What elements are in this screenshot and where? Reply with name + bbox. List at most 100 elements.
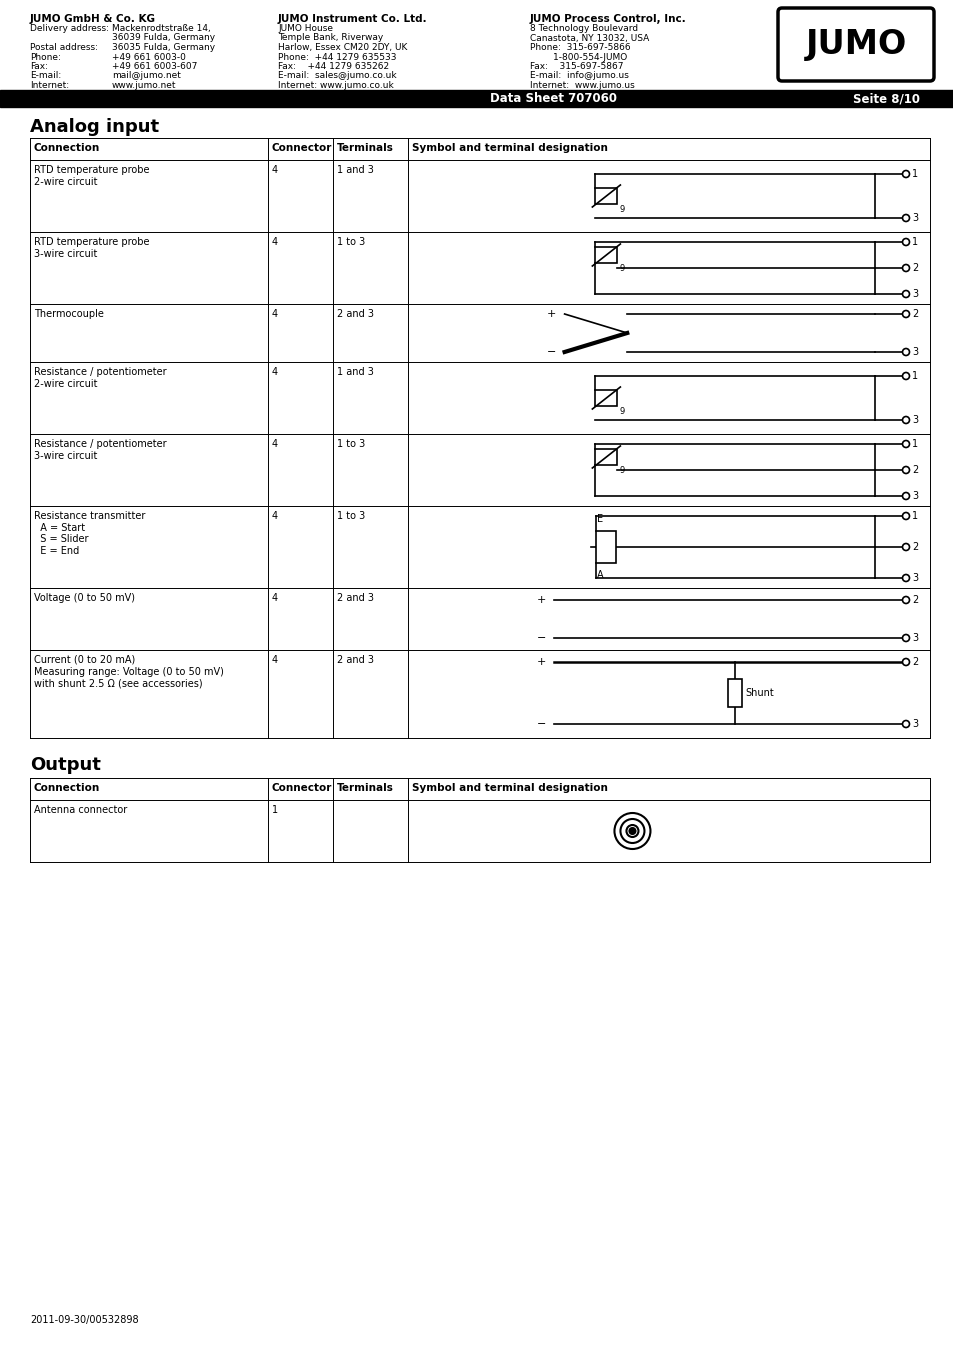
Text: Voltage (0 to 50 mV): Voltage (0 to 50 mV) <box>34 593 135 603</box>
Text: 2 and 3: 2 and 3 <box>336 655 374 666</box>
Text: 1: 1 <box>911 439 917 450</box>
Text: Fax:    315-697-5867: Fax: 315-697-5867 <box>530 62 623 72</box>
Text: Data Sheet 707060: Data Sheet 707060 <box>490 92 617 105</box>
Circle shape <box>626 825 638 837</box>
Text: Fax:    +44 1279 635262: Fax: +44 1279 635262 <box>277 62 389 72</box>
Circle shape <box>902 721 908 728</box>
Text: 9: 9 <box>618 205 624 215</box>
Text: RTD temperature probe
3-wire circuit: RTD temperature probe 3-wire circuit <box>34 238 150 259</box>
Text: 1 to 3: 1 to 3 <box>336 439 365 450</box>
Text: 8 Technology Boulevard: 8 Technology Boulevard <box>530 24 638 32</box>
Text: +: + <box>547 309 556 319</box>
Text: JUMO Instrument Co. Ltd.: JUMO Instrument Co. Ltd. <box>277 14 427 24</box>
Text: Output: Output <box>30 756 101 774</box>
Text: 3: 3 <box>911 213 917 223</box>
Text: Connector: Connector <box>272 783 332 792</box>
Text: A: A <box>597 570 603 580</box>
Text: 1: 1 <box>272 805 278 815</box>
Text: E-mail:: E-mail: <box>30 72 61 81</box>
Text: 36039 Fulda, Germany: 36039 Fulda, Germany <box>112 34 214 42</box>
Text: 2: 2 <box>911 263 918 273</box>
Text: Internet:  www.jumo.us: Internet: www.jumo.us <box>530 81 634 90</box>
Text: Thermocouple: Thermocouple <box>34 309 104 319</box>
FancyBboxPatch shape <box>778 8 933 81</box>
Text: 2: 2 <box>911 464 918 475</box>
Text: JUMO: JUMO <box>804 28 905 61</box>
Circle shape <box>902 265 908 271</box>
Bar <box>727 679 740 707</box>
Text: 3: 3 <box>911 720 917 729</box>
Text: Seite 8/10: Seite 8/10 <box>852 92 919 105</box>
Circle shape <box>902 239 908 246</box>
Circle shape <box>902 373 908 379</box>
Circle shape <box>902 513 908 520</box>
Text: E-mail:  info@jumo.us: E-mail: info@jumo.us <box>530 72 628 81</box>
Text: Temple Bank, Riverway: Temple Bank, Riverway <box>277 34 383 42</box>
Circle shape <box>902 493 908 500</box>
Text: 2: 2 <box>911 657 918 667</box>
Text: 4: 4 <box>272 512 278 521</box>
Text: 1 and 3: 1 and 3 <box>336 165 374 176</box>
Text: Symbol and terminal designation: Symbol and terminal designation <box>412 783 607 792</box>
Text: +: + <box>537 595 545 605</box>
Text: Mackenrodtstraße 14,: Mackenrodtstraße 14, <box>112 24 211 32</box>
Circle shape <box>902 170 908 177</box>
Text: 9: 9 <box>618 265 624 273</box>
Text: 4: 4 <box>272 367 278 377</box>
Bar <box>595 390 617 406</box>
Text: +49 661 6003-0: +49 661 6003-0 <box>112 53 186 62</box>
Text: 9: 9 <box>618 406 624 416</box>
Text: 36035 Fulda, Germany: 36035 Fulda, Germany <box>112 43 214 53</box>
Circle shape <box>619 819 644 842</box>
Bar <box>0 90 953 107</box>
Text: 1: 1 <box>911 238 917 247</box>
Text: JUMO Process Control, Inc.: JUMO Process Control, Inc. <box>530 14 686 24</box>
Text: Postal address:: Postal address: <box>30 43 98 53</box>
Text: Resistance / potentiometer
2-wire circuit: Resistance / potentiometer 2-wire circui… <box>34 367 167 389</box>
Circle shape <box>902 659 908 666</box>
Text: Connector: Connector <box>272 143 332 153</box>
Text: Internet:: Internet: <box>30 81 69 90</box>
Text: Current (0 to 20 mA)
Measuring range: Voltage (0 to 50 mV)
with shunt 2.5 Ω (see: Current (0 to 20 mA) Measuring range: Vo… <box>34 655 224 688</box>
Text: Delivery address:: Delivery address: <box>30 24 109 32</box>
Circle shape <box>902 290 908 297</box>
Text: 3: 3 <box>911 414 917 425</box>
Text: 1 to 3: 1 to 3 <box>336 512 365 521</box>
Text: mail@jumo.net: mail@jumo.net <box>112 72 181 81</box>
Circle shape <box>902 575 908 582</box>
Text: RTD temperature probe
2-wire circuit: RTD temperature probe 2-wire circuit <box>34 165 150 186</box>
Text: −: − <box>537 720 545 729</box>
Text: 3: 3 <box>911 633 917 643</box>
Circle shape <box>902 597 908 603</box>
Text: 2: 2 <box>911 309 918 319</box>
Text: S: S <box>602 536 609 545</box>
Text: Connection: Connection <box>34 143 100 153</box>
Text: 9: 9 <box>618 466 624 475</box>
Circle shape <box>614 813 650 849</box>
Text: 2011-09-30/00532898: 2011-09-30/00532898 <box>30 1315 138 1324</box>
Text: E-mail:  sales@jumo.co.uk: E-mail: sales@jumo.co.uk <box>277 72 396 81</box>
Text: 3: 3 <box>911 289 917 298</box>
Text: 4: 4 <box>272 165 278 176</box>
Text: JUMO House: JUMO House <box>277 24 333 32</box>
Text: Analog input: Analog input <box>30 117 159 136</box>
Circle shape <box>902 310 908 317</box>
Text: −: − <box>547 347 556 356</box>
Text: Canastota, NY 13032, USA: Canastota, NY 13032, USA <box>530 34 649 42</box>
Text: Harlow, Essex CM20 2DY, UK: Harlow, Essex CM20 2DY, UK <box>277 43 407 53</box>
Circle shape <box>902 348 908 355</box>
Circle shape <box>902 467 908 474</box>
Text: Phone:: Phone: <box>30 53 61 62</box>
Text: +49 661 6003-607: +49 661 6003-607 <box>112 62 197 72</box>
Text: 3: 3 <box>911 491 917 501</box>
Text: +: + <box>537 657 545 667</box>
Text: 1 to 3: 1 to 3 <box>336 238 365 247</box>
Circle shape <box>629 828 635 834</box>
Text: Phone:  315-697-5866: Phone: 315-697-5866 <box>530 43 630 53</box>
Text: 1: 1 <box>911 512 917 521</box>
Text: 4: 4 <box>272 593 278 603</box>
Text: 4: 4 <box>272 238 278 247</box>
Text: Terminals: Terminals <box>336 783 394 792</box>
Text: Antenna connector: Antenna connector <box>34 805 127 815</box>
Circle shape <box>902 440 908 447</box>
